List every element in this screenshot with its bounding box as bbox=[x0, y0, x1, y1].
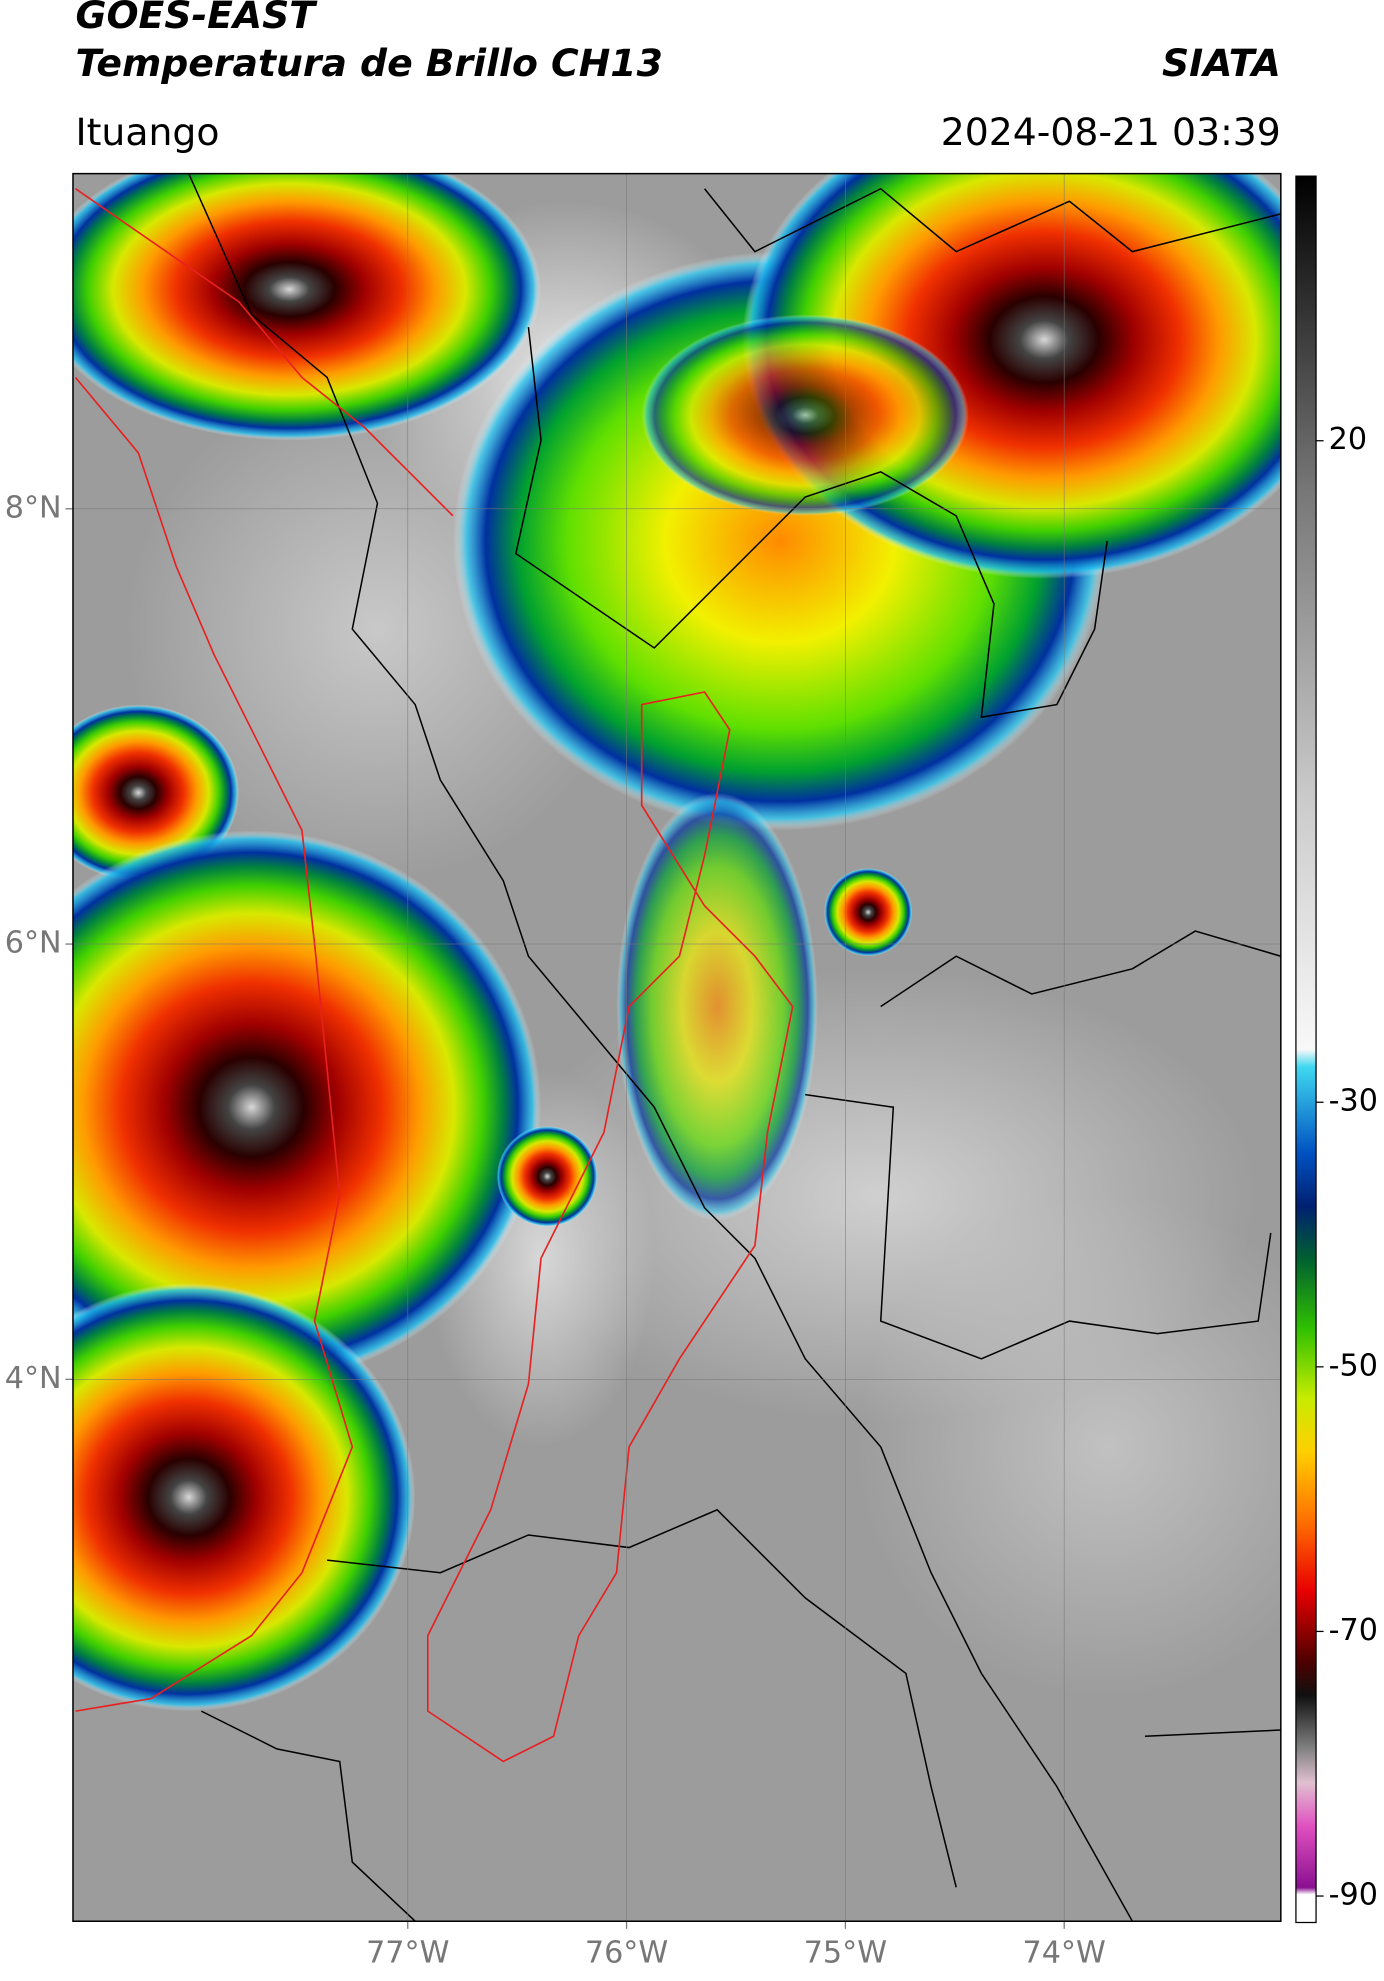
colorbar-tick-label: -50 bbox=[1329, 1348, 1378, 1383]
datetime: 2024-08-21 03:39 bbox=[941, 110, 1281, 154]
colorbar-tick-label: 20 bbox=[1329, 422, 1367, 457]
x-tick-label: 77°W bbox=[366, 1935, 449, 1970]
map-frame bbox=[72, 172, 1282, 1922]
title: GOES-EAST bbox=[75, 0, 318, 37]
colorbar-tick-label: -70 bbox=[1329, 1613, 1378, 1648]
storm bbox=[72, 830, 541, 1384]
location: Ituango bbox=[75, 110, 219, 154]
border-line bbox=[515, 327, 1108, 719]
storm bbox=[72, 173, 541, 441]
colorbar-tick-label: -90 bbox=[1329, 1878, 1378, 1913]
antioquia-caldas-outline bbox=[426, 691, 794, 1763]
subtitle: Temperatura de Brillo CH13 bbox=[75, 41, 662, 85]
border-line bbox=[805, 1093, 1272, 1360]
border-line bbox=[1144, 1729, 1281, 1738]
border-line bbox=[188, 173, 1134, 1922]
storm bbox=[824, 868, 913, 957]
border-line bbox=[200, 1710, 416, 1922]
colorbar: 20 -30 -50 -70 -90 bbox=[1295, 175, 1378, 1924]
x-tick-label: 75°W bbox=[804, 1935, 887, 1970]
borders bbox=[188, 173, 1281, 1922]
y-tick-label: 4°N bbox=[5, 1361, 62, 1396]
x-tick-label: 74°W bbox=[1023, 1935, 1106, 1970]
y-tick-label: 6°N bbox=[5, 926, 62, 961]
coast-line bbox=[74, 188, 454, 1712]
region-outline bbox=[74, 188, 794, 1763]
border-line bbox=[703, 187, 1281, 253]
border-line bbox=[327, 1508, 957, 1888]
storm bbox=[72, 1283, 416, 1712]
storm bbox=[641, 314, 969, 516]
colorbar-fill bbox=[1295, 175, 1317, 1924]
map-image bbox=[72, 173, 1281, 1922]
storm bbox=[616, 792, 818, 1221]
colorbar-tick-label: -30 bbox=[1329, 1084, 1378, 1119]
brand: SIATA bbox=[1162, 41, 1281, 85]
storm bbox=[496, 1126, 598, 1227]
x-tick-label: 76°W bbox=[585, 1935, 668, 1970]
cloud bbox=[855, 1195, 1281, 1699]
border-line bbox=[880, 930, 1281, 1008]
map-grid: 77°W 76°W 75°W 74°W 8°N 6°N 4°N bbox=[5, 173, 1281, 1970]
y-tick-label: 8°N bbox=[5, 490, 62, 525]
